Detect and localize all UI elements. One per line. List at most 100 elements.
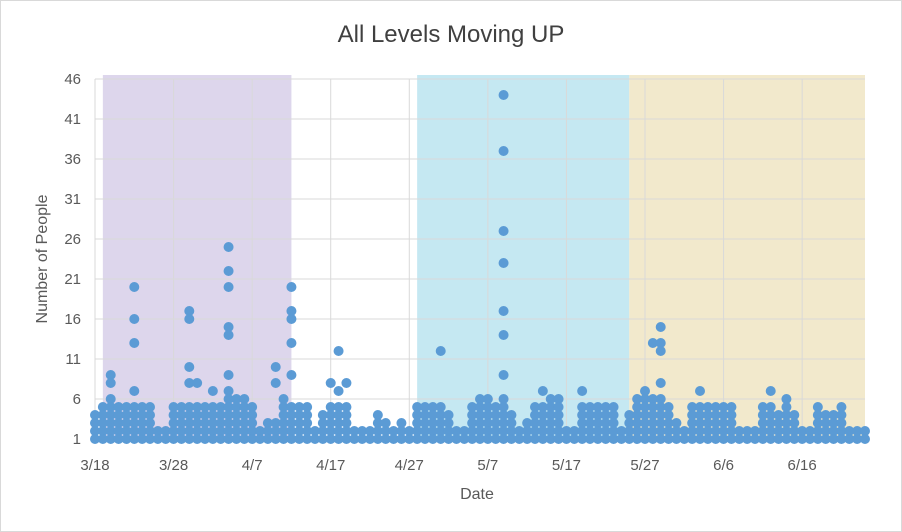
data-point (647, 410, 658, 420)
data-point (467, 410, 478, 420)
data-point (145, 426, 155, 436)
data-point (270, 362, 281, 372)
data-point (647, 402, 658, 412)
data-point (624, 426, 635, 436)
data-point (679, 426, 690, 436)
data-point (231, 434, 242, 444)
data-point (522, 426, 533, 436)
data-point (726, 410, 737, 420)
data-point (537, 386, 548, 396)
data-point (270, 378, 281, 388)
data-point (270, 434, 281, 444)
data-point (90, 434, 100, 444)
data-point (514, 434, 525, 444)
data-point (600, 418, 611, 428)
data-point (443, 426, 454, 436)
data-point (475, 402, 485, 412)
data-point (781, 426, 792, 436)
data-point (844, 434, 855, 444)
x-tick-label: 3/28 (159, 457, 188, 474)
data-point (828, 418, 839, 428)
data-point (255, 426, 265, 436)
data-point (200, 402, 210, 412)
data-point (223, 330, 234, 340)
data-point (475, 434, 485, 444)
data-point (192, 378, 203, 388)
data-point (105, 410, 116, 420)
x-tick-label: 5/17 (552, 457, 581, 474)
data-point (765, 434, 776, 444)
data-point (553, 394, 564, 404)
data-point (498, 258, 509, 268)
data-point (820, 418, 831, 428)
data-point (482, 434, 493, 444)
data-point (192, 426, 203, 436)
data-point (545, 426, 556, 436)
data-point (498, 90, 509, 100)
data-point (718, 426, 729, 436)
data-point (490, 434, 501, 444)
data-point (420, 402, 430, 412)
data-point (341, 418, 352, 428)
data-point (836, 402, 847, 412)
data-point (349, 426, 360, 436)
data-point (223, 394, 234, 404)
data-point (781, 394, 792, 404)
data-point (443, 410, 454, 420)
data-point (286, 370, 297, 380)
data-point (647, 418, 658, 428)
data-point (797, 434, 808, 444)
data-point (90, 418, 100, 428)
data-point (687, 434, 698, 444)
data-point (317, 410, 328, 420)
data-point (537, 434, 548, 444)
data-point (530, 426, 540, 436)
data-point (585, 402, 595, 412)
data-point (247, 410, 258, 420)
data-point (317, 434, 328, 444)
data-point (655, 434, 666, 444)
data-point (467, 418, 478, 428)
data-point (663, 402, 674, 412)
data-point (710, 434, 721, 444)
data-point (207, 418, 218, 428)
data-point (718, 410, 729, 420)
data-point (176, 418, 187, 428)
data-point (310, 426, 320, 436)
data-point (726, 434, 737, 444)
background-band-2 (417, 75, 630, 439)
data-point (113, 418, 124, 428)
data-point (812, 426, 823, 436)
data-point (553, 434, 564, 444)
data-point (498, 146, 509, 156)
y-axis-title: Number of People (34, 194, 51, 323)
data-point (427, 402, 438, 412)
data-point (498, 330, 509, 340)
x-axis-tick-labels: 3/18 3/28 4/7 4/17 4/27 5/7 5/17 5/27 6/6 6/16 (80, 457, 816, 474)
data-point (553, 418, 564, 428)
data-point (687, 426, 698, 436)
data-point (200, 418, 210, 428)
data-point (812, 402, 823, 412)
data-point (498, 402, 509, 412)
data-point (168, 410, 179, 420)
data-point (129, 418, 140, 428)
data-point (129, 434, 140, 444)
data-point (435, 346, 446, 356)
data-point (718, 402, 729, 412)
data-point (145, 402, 155, 412)
data-point (333, 418, 344, 428)
data-point (341, 378, 352, 388)
data-point (585, 418, 595, 428)
y-tick-label: 11 (65, 351, 81, 368)
data-point (632, 402, 643, 412)
data-point (726, 426, 737, 436)
data-point (435, 434, 446, 444)
data-point (105, 434, 116, 444)
data-point (168, 426, 179, 436)
data-point (333, 434, 344, 444)
data-point (404, 434, 415, 444)
data-point (278, 394, 289, 404)
data-point (184, 418, 195, 428)
data-point (420, 410, 430, 420)
